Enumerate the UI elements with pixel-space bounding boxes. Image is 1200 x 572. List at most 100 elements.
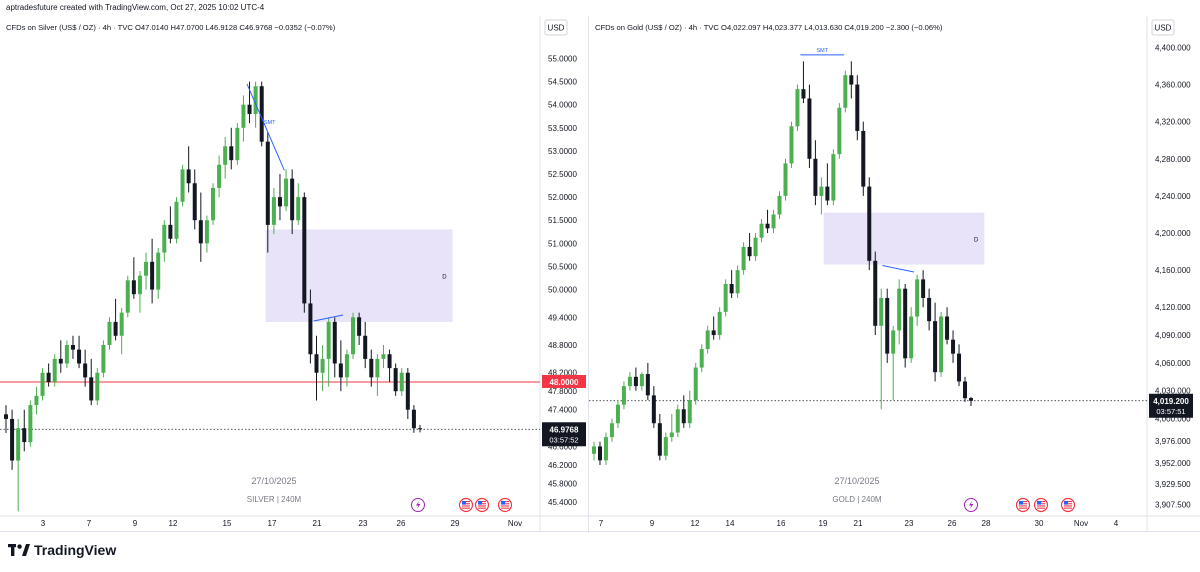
candle[interactable] <box>369 349 374 387</box>
candle[interactable] <box>855 75 860 141</box>
candle[interactable] <box>411 405 416 433</box>
candle[interactable] <box>4 405 8 433</box>
candle[interactable] <box>150 238 155 304</box>
candle[interactable] <box>34 386 39 415</box>
candle[interactable] <box>825 163 830 206</box>
candle[interactable] <box>344 349 349 387</box>
currency-box[interactable] <box>544 19 568 36</box>
candle[interactable] <box>735 265 740 298</box>
candle[interactable] <box>645 362 650 401</box>
candle[interactable] <box>174 197 179 244</box>
candle[interactable] <box>58 340 63 373</box>
silver-chart-panel[interactable]: USD 55.0000 54.5000 54.0000 53.5000 53.0000 52… <box>0 16 588 531</box>
candle[interactable] <box>290 169 295 235</box>
candle[interactable] <box>849 61 854 99</box>
candle[interactable] <box>296 183 301 225</box>
candle[interactable] <box>77 335 82 369</box>
candle[interactable] <box>399 368 404 396</box>
candle[interactable] <box>381 345 386 369</box>
candle[interactable] <box>326 317 331 387</box>
candle[interactable] <box>639 372 644 391</box>
candle[interactable] <box>40 368 45 401</box>
candle[interactable] <box>363 321 368 369</box>
candle[interactable] <box>52 354 57 387</box>
candle[interactable] <box>831 149 836 206</box>
candle[interactable] <box>879 288 884 410</box>
candle[interactable] <box>897 279 902 345</box>
candle[interactable] <box>125 275 130 318</box>
candle[interactable] <box>603 432 608 465</box>
candle[interactable] <box>891 325 896 401</box>
candle[interactable] <box>375 354 380 396</box>
us-flag-icon[interactable] <box>1060 497 1076 513</box>
candle[interactable] <box>717 307 722 340</box>
candle[interactable] <box>131 257 136 299</box>
candle[interactable] <box>939 311 944 377</box>
panel-divider[interactable] <box>588 16 589 533</box>
candle[interactable] <box>302 192 307 313</box>
candle[interactable] <box>64 340 69 369</box>
candle[interactable] <box>592 441 596 461</box>
candle[interactable] <box>320 345 325 392</box>
candle[interactable] <box>681 395 686 428</box>
currency-box[interactable] <box>1151 19 1175 36</box>
demand-zone[interactable] <box>265 229 453 322</box>
candle[interactable] <box>903 284 908 368</box>
candle[interactable] <box>663 432 668 461</box>
candle[interactable] <box>837 103 842 159</box>
candle[interactable] <box>777 191 782 220</box>
candle[interactable] <box>265 132 270 253</box>
candle[interactable] <box>969 396 973 406</box>
candle[interactable] <box>843 70 848 113</box>
candle[interactable] <box>651 386 656 428</box>
candle[interactable] <box>338 340 343 392</box>
candle[interactable] <box>16 418 21 512</box>
candle[interactable] <box>162 220 167 262</box>
candle[interactable] <box>951 330 956 363</box>
candle[interactable] <box>229 127 234 170</box>
candle[interactable] <box>211 183 215 225</box>
lightning-icon[interactable] <box>964 498 978 512</box>
candle[interactable] <box>609 418 614 442</box>
candle[interactable] <box>95 368 100 406</box>
candle[interactable] <box>405 368 410 419</box>
candle[interactable] <box>271 187 276 235</box>
candle[interactable] <box>332 317 337 378</box>
candle[interactable] <box>627 372 632 391</box>
silver-chart-svg[interactable]: USD 55.0000 54.5000 54.0000 53.5000 53.0000 52… <box>0 16 588 531</box>
candle[interactable] <box>387 349 392 382</box>
candle[interactable] <box>393 363 398 396</box>
candle[interactable] <box>675 404 680 438</box>
candle[interactable] <box>46 363 51 387</box>
candle[interactable] <box>789 121 794 169</box>
candle[interactable] <box>277 174 282 221</box>
candle[interactable] <box>633 367 638 391</box>
candle[interactable] <box>909 307 914 363</box>
candle[interactable] <box>687 390 692 428</box>
candle[interactable] <box>284 169 289 211</box>
candle[interactable] <box>753 232 758 261</box>
candle[interactable] <box>867 177 872 271</box>
candle[interactable] <box>156 247 161 299</box>
candle[interactable] <box>28 400 33 447</box>
candle[interactable] <box>621 381 626 410</box>
us-flag-icon[interactable] <box>1033 497 1049 513</box>
lightning-icon[interactable] <box>411 498 425 512</box>
candle[interactable] <box>70 335 75 359</box>
candle[interactable] <box>813 140 818 206</box>
candle[interactable] <box>113 298 118 341</box>
smt-divergence-line[interactable] <box>246 83 285 171</box>
candle[interactable] <box>771 209 776 233</box>
candle[interactable] <box>933 302 938 382</box>
tradingview-brand[interactable]: TradingView <box>8 542 116 558</box>
candle[interactable] <box>873 251 878 336</box>
candle[interactable] <box>711 316 716 340</box>
divergence-trend-line[interactable] <box>882 264 915 273</box>
candle[interactable] <box>83 349 88 387</box>
candle[interactable] <box>915 274 920 326</box>
candle[interactable] <box>669 413 674 442</box>
candle[interactable] <box>963 376 968 402</box>
candle[interactable] <box>192 169 197 230</box>
candle[interactable] <box>217 155 222 198</box>
candle[interactable] <box>783 158 788 201</box>
